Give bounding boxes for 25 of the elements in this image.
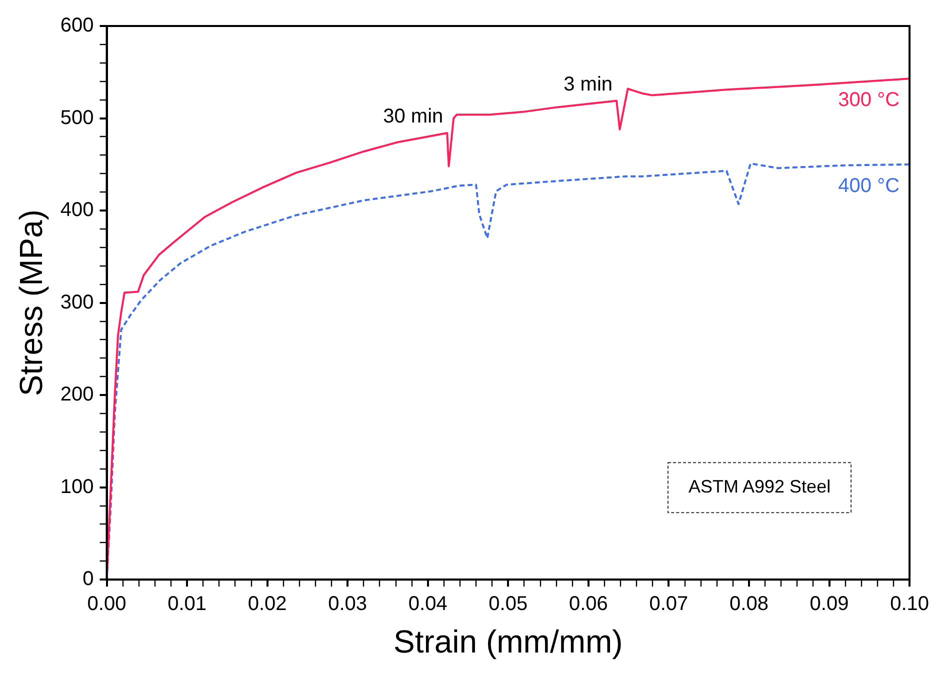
x-tick-label: 0.09	[810, 593, 849, 616]
x-axis-title: Strain (mm/mm)	[393, 624, 623, 660]
x-tick-label: 0.04	[408, 593, 448, 616]
x-tick-label: 0.06	[568, 593, 608, 616]
annotation: 30 min	[383, 106, 444, 128]
x-tick-label: 0.05	[488, 593, 528, 616]
x-tick-label: 0.07	[649, 593, 688, 616]
series-label: 400 °C	[838, 174, 900, 197]
y-tick-label: 400	[60, 199, 94, 222]
x-tick-label: 0.00	[87, 593, 126, 616]
y-axis-title: Stress (MPa)	[13, 209, 50, 396]
y-tick-label: 100	[60, 476, 94, 498]
annotation: 3 min	[564, 73, 613, 96]
y-tick-label: 300	[60, 291, 94, 314]
series-label: 300 °C	[838, 89, 900, 112]
x-tick-label: 0.02	[248, 593, 287, 616]
x-tick-label: 0.01	[168, 593, 207, 616]
x-tick-label: 0.10	[890, 593, 930, 616]
y-tick-label: 0	[82, 568, 94, 590]
annotation: ASTM A992 Steel	[688, 476, 831, 497]
x-tick-label: 0.03	[328, 593, 368, 616]
y-tick-label: 500	[60, 106, 94, 129]
x-tick-label: 0.08	[730, 593, 768, 616]
y-tick-label: 600	[60, 14, 94, 37]
y-tick-label: 200	[60, 384, 94, 406]
